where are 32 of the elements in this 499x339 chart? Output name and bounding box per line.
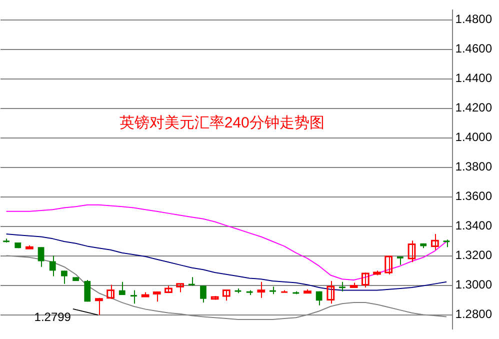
y-tick-label: 1.3200 <box>455 248 492 262</box>
candlestick <box>95 297 103 316</box>
y-tick-label: 1.3000 <box>455 278 492 292</box>
candlestick <box>200 285 206 304</box>
candlestick <box>408 240 416 263</box>
y-tick-label: 1.2800 <box>455 307 492 322</box>
candlestick <box>152 290 161 302</box>
candlestick <box>49 255 56 277</box>
annotation: 1.2799 <box>34 310 72 324</box>
candlestick <box>61 270 68 284</box>
y-tick-label: 1.4800 <box>455 12 492 26</box>
candlestick <box>257 281 266 298</box>
text: 英镑对美元汇率240分钟走势图 <box>119 114 324 132</box>
candlestick <box>222 290 230 302</box>
candlestick <box>106 284 114 300</box>
y-tick-label: 1.4200 <box>455 100 492 115</box>
y-tick-label: 1.4600 <box>455 42 492 56</box>
candlestick <box>118 281 126 296</box>
candlestick <box>339 281 346 292</box>
y-tick-label: 1.4400 <box>455 71 492 86</box>
candlestick <box>84 279 91 302</box>
candlestick <box>430 233 439 250</box>
candlestick <box>316 290 322 306</box>
candlestick <box>326 280 335 304</box>
y-tick-label: 1.3800 <box>455 160 492 174</box>
y-tick-label: 1.3600 <box>455 189 492 204</box>
candlestick <box>361 272 370 288</box>
y-tick-label: 1.4000 <box>455 130 492 144</box>
candlestick <box>130 290 137 304</box>
candlestick <box>384 256 393 275</box>
candlestick <box>38 246 44 268</box>
y-tick-label: 1.3400 <box>455 218 492 233</box>
